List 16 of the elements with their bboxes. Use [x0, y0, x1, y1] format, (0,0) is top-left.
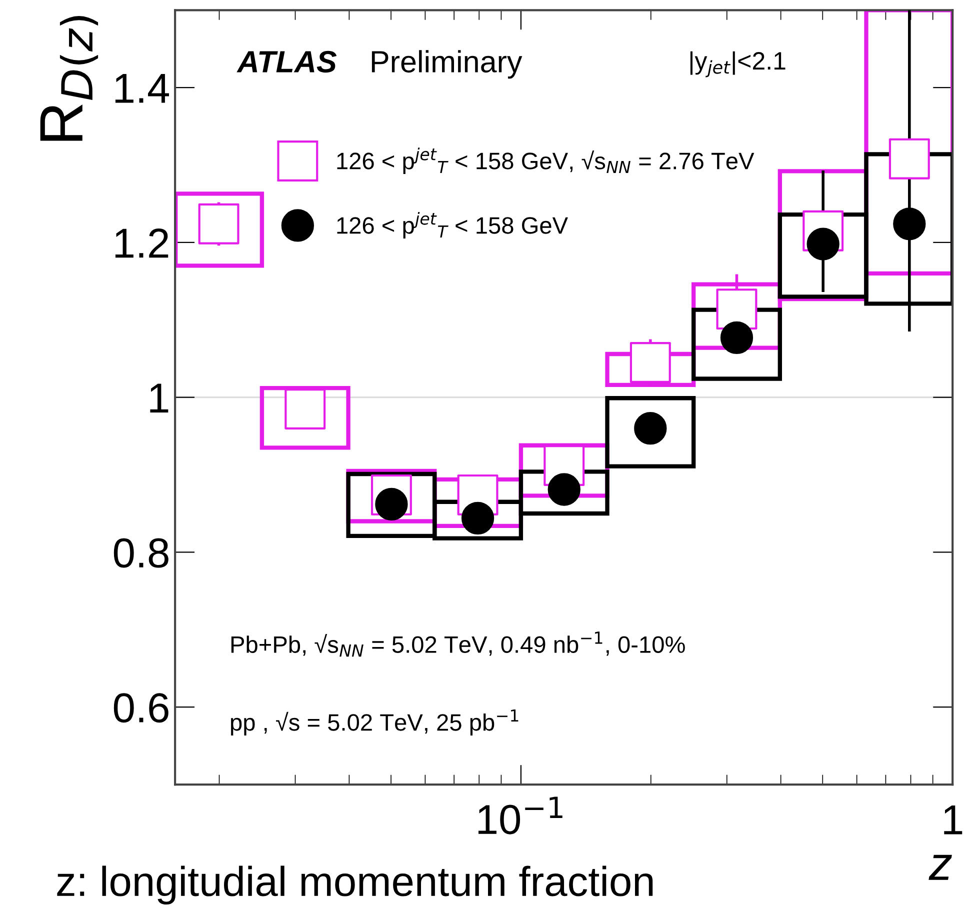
annotation: |y$_{jet}$|<2.1: [690, 51, 786, 78]
annotation: Pb+Pb, √s$_{NN}$ = 5.02 TeV, 0.49 nb$^{−1}$, 0-10%: [231, 632, 685, 657]
text: z: longitudial momentum fraction: [57, 866, 653, 905]
x-axis-title: z: [928, 854, 952, 880]
y-tick-label: 0.6: [114, 693, 168, 723]
annotation: pp , √s = 5.02 TeV, 25 pb$^{−1}$: [231, 709, 518, 736]
y-tick-label: 1: [150, 384, 168, 412]
y-tick-label: 1.4: [115, 74, 169, 103]
y-tick-label: 0.8: [114, 538, 168, 568]
annotation: ATLAS: [236, 50, 337, 73]
annotation: Preliminary: [372, 50, 522, 79]
legend-label: 126 < p$^{jet}$$_{T}$ < 158 GeV, √s$_{NN}$ = 2.76 TeV: [337, 148, 754, 174]
legend-label: 126 < p$^{jet}$$_{T}$ < 158 GeV: [337, 212, 568, 239]
y-tick-label: 1.2: [115, 228, 168, 258]
y-axis-title: R$_{D(z)}$: [40, 16, 98, 141]
x-tick-label: 10$^{−1}$: [478, 796, 562, 834]
